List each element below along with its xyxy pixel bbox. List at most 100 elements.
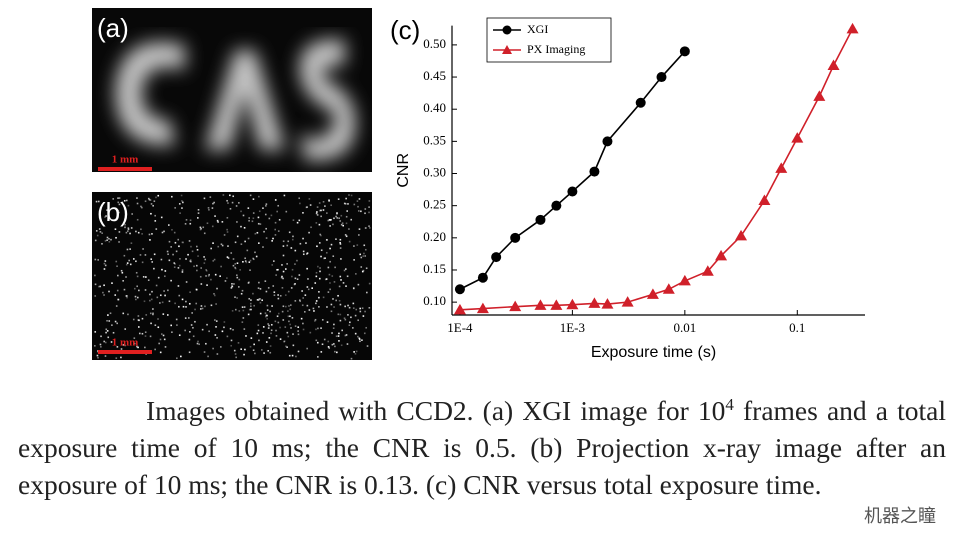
noise-dot [199, 275, 202, 278]
noise-dot [281, 264, 283, 266]
noise-dot [267, 327, 270, 329]
noise-dot [137, 346, 139, 349]
noise-dot [344, 268, 347, 270]
noise-dot [151, 261, 154, 263]
noise-dot [357, 210, 360, 212]
point [679, 46, 690, 57]
noise-dot [236, 235, 239, 238]
noise-dot [306, 267, 308, 270]
caption-text: Images obtained with CCD2. (a) XGI image… [146, 395, 726, 427]
noise-dot [140, 205, 142, 208]
noise-dot [115, 305, 118, 307]
noise-dot [292, 333, 294, 335]
noise-dot [283, 194, 286, 197]
noise-dot [275, 335, 278, 337]
noise-dot [149, 299, 151, 302]
noise-dot [297, 326, 300, 329]
noise-dot [174, 302, 176, 305]
noise-dot [232, 328, 234, 331]
point [646, 288, 659, 299]
noise-dot [359, 307, 361, 310]
noise-dot [314, 320, 316, 322]
noise-dot [341, 329, 343, 332]
noise-dot [149, 239, 151, 241]
noise-dot [249, 269, 251, 271]
noise-dot [271, 305, 273, 307]
point [827, 59, 840, 70]
noise-dot [153, 267, 155, 270]
noise-dot [174, 263, 176, 265]
noise-dot [129, 248, 131, 250]
chart: 0.10 0.15 0.20 0.25 0.30 0.35 0.40 0.45 0.50 1E-4… [395, 17, 865, 361]
noise-dot [141, 261, 144, 264]
noise-dot [315, 300, 318, 302]
noise-dot [334, 345, 336, 348]
noise-dot [287, 310, 289, 312]
noise-dot [229, 208, 232, 210]
noise-dot [114, 294, 117, 296]
noise-dot [155, 228, 158, 230]
noise-dot [187, 317, 190, 319]
noise-dot [274, 320, 277, 323]
noise-dot [334, 266, 336, 269]
noise-dot [118, 231, 121, 233]
noise-dot [235, 356, 237, 359]
noise-dot [212, 242, 214, 244]
noise-dot [206, 222, 209, 225]
noise-dot [277, 312, 280, 315]
noise-dot [185, 219, 188, 221]
noise-dot [108, 238, 110, 240]
noise-dot [185, 300, 187, 303]
noise-dot [103, 268, 106, 270]
noise-dot [175, 318, 178, 321]
noise-dot [212, 260, 215, 262]
noise-dot [352, 302, 355, 305]
noise-dot [357, 335, 359, 338]
noise-dot [282, 254, 285, 257]
noise-dot [117, 298, 120, 301]
noise-dot [294, 283, 296, 285]
noise-dot [226, 231, 229, 233]
noise-dot [329, 247, 331, 250]
noise-dot [216, 287, 218, 290]
noise-dot [212, 347, 214, 350]
noise-dot [337, 198, 340, 200]
noise-dot [290, 287, 293, 289]
noise-dot [359, 340, 361, 343]
noise-dot [116, 322, 118, 325]
legend-marker [502, 45, 512, 54]
noise-dot [203, 351, 206, 353]
noise-dot [333, 281, 336, 283]
noise-dot [191, 312, 193, 314]
noise-dot [268, 337, 271, 339]
noise-dot [271, 264, 274, 266]
noise-dot [171, 228, 173, 231]
noise-dot [350, 316, 352, 319]
noise-dot [136, 285, 138, 288]
noise-dot [160, 216, 163, 219]
noise-dot [133, 287, 136, 290]
noise-dot [104, 264, 107, 267]
noise-dot [291, 275, 293, 278]
noise-dot [145, 276, 147, 278]
noise-dot [126, 248, 129, 251]
noise-dot [214, 319, 216, 321]
noise-dot [242, 317, 245, 319]
noise-dot [292, 344, 295, 347]
noise-dot [132, 258, 135, 260]
noise-dot [226, 199, 228, 202]
noise-dot [279, 294, 282, 297]
noise-dot [167, 289, 169, 292]
noise-dot [265, 205, 267, 207]
point [551, 200, 562, 211]
noise-dot [256, 332, 259, 335]
noise-dot [196, 249, 199, 251]
noise-dot [227, 202, 229, 204]
noise-dot [361, 270, 364, 273]
noise-dot [133, 337, 136, 339]
y-axis-label: CNR [395, 153, 412, 188]
noise-dot [232, 264, 235, 267]
noise-dot [247, 282, 250, 284]
noise-dot [149, 293, 151, 296]
point [491, 252, 502, 263]
